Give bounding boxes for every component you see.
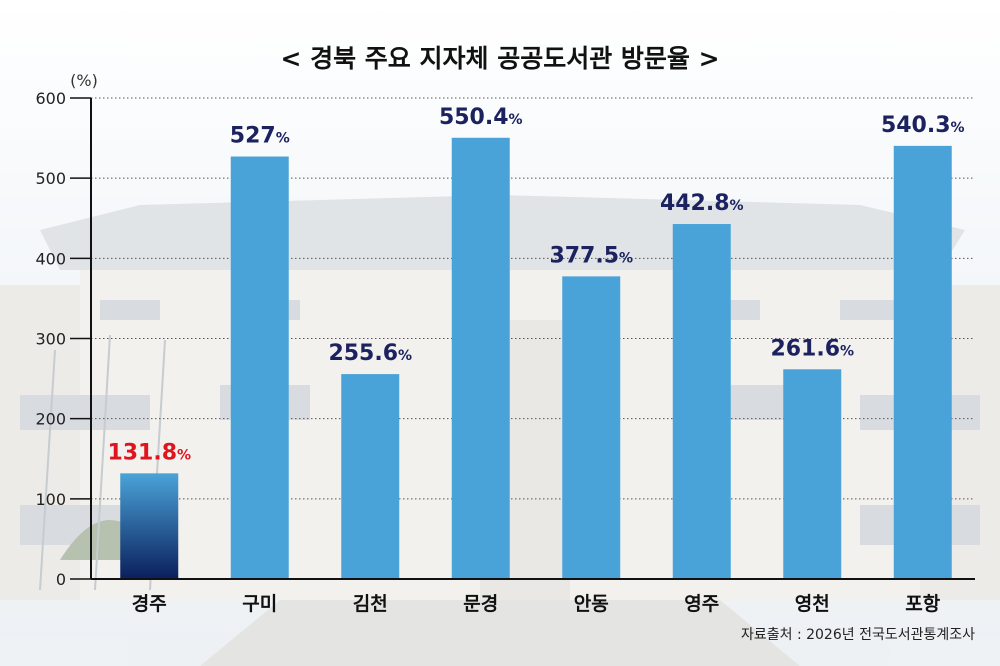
value-labels: 131.8% 527% 255.6% 550.4% 377.5% 442.8% 261.6%… [107,105,964,466]
x-tick-label: 김천 [353,593,388,615]
x-tick-label: 영천 [795,593,830,615]
y-tick-label: 0 [56,570,66,589]
bar-김천 [341,374,400,579]
data-label: 261.6% [770,336,854,361]
bar-포항 [893,145,952,579]
x-tick-label: 경주 [132,593,167,615]
x-tick-label: 구미 [242,593,277,615]
chart-title: < 경북 주요 지자체 공공도서관 방문율 > [280,44,719,73]
data-label: 442.8% [660,191,744,216]
x-tick-label: 안동 [574,593,609,615]
y-tick-label: 300 [35,330,66,349]
y-tick-label: 100 [35,490,66,509]
data-label: 255.6% [328,341,412,366]
bar-문경 [451,137,510,579]
data-label: 377.5% [549,243,633,268]
data-label: 527% [230,124,290,149]
y-tick-label: 400 [35,249,66,268]
bar-영주 [672,224,731,579]
bar-영천 [783,369,842,579]
data-label: 540.3% [881,113,965,138]
x-tick-label: 포항 [905,593,940,615]
bar-구미 [230,156,289,579]
data-label: 550.4% [439,105,523,130]
y-axis-unit: (%) [70,71,98,90]
y-tick-label: 200 [35,410,66,429]
x-tick-label: 문경 [463,593,498,615]
y-tick-label: 500 [35,169,66,188]
bars [120,137,952,579]
y-axis-ticks: 0 100 200 300 400 500 600 [35,89,91,589]
x-tick-label: 영주 [684,593,719,615]
data-label: 131.8% [107,440,191,465]
source-note: 자료출처 : 2026년 전국도서관통계조사 [741,627,975,643]
bar-안동 [562,276,621,579]
bar-경주 [120,473,179,579]
y-tick-label: 600 [35,89,66,108]
x-axis-labels: 경주 구미 김천 문경 안동 영주 영천 포항 [132,593,941,615]
